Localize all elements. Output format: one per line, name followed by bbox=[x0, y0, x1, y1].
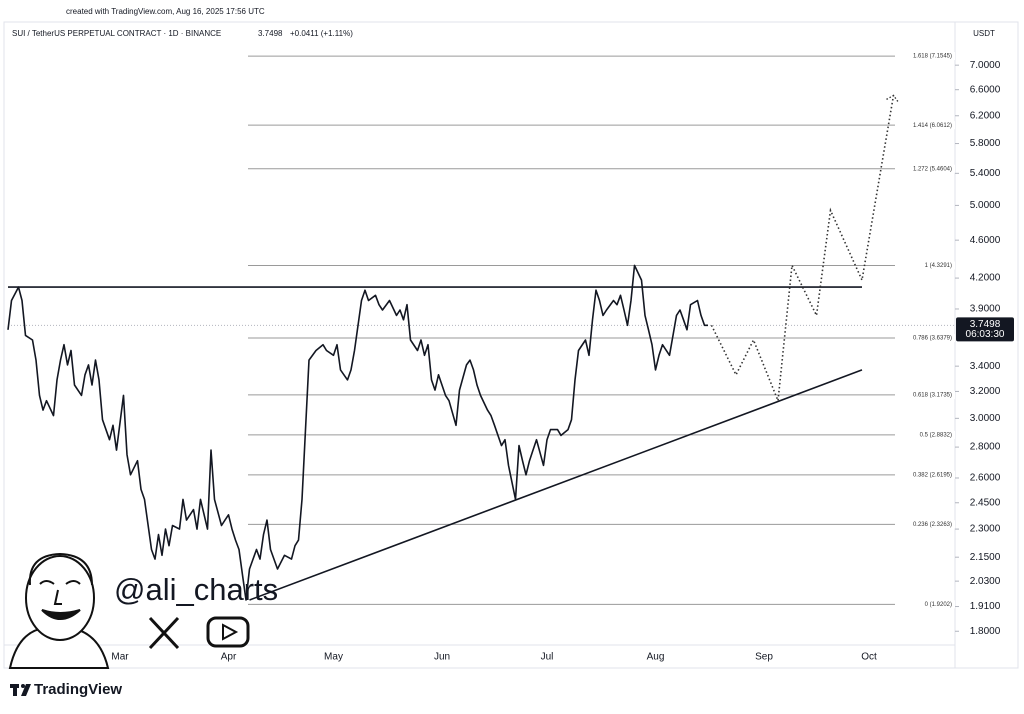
price-badge-countdown: 06:03:30 bbox=[966, 329, 1005, 340]
plot: 7.0000 6.6000 6.2000 5.8000 5.4000 5.0000 4.60… bbox=[7, 52, 1014, 663]
y-tick-label: 2.1500 bbox=[970, 552, 1001, 563]
x-tick-label: Jul bbox=[541, 652, 554, 663]
y-tick-label: 3.9000 bbox=[970, 304, 1001, 315]
y-tick-label: 4.6000 bbox=[970, 235, 1001, 246]
fib-label-bg bbox=[895, 520, 955, 529]
brand-logo bbox=[10, 684, 31, 696]
credit: created with TradingView.com, Aug 16, 20… bbox=[66, 7, 265, 16]
watermark-handle: @ali_charts bbox=[114, 572, 278, 607]
fib-label: 1.272 (5.4604) bbox=[913, 166, 952, 172]
y-tick-label: 1.8000 bbox=[970, 626, 1001, 637]
y-tick-label: 3.0000 bbox=[970, 413, 1001, 424]
fib-label-bg bbox=[895, 164, 955, 173]
projection-arrowhead bbox=[886, 94, 900, 103]
header-change: +0.0411 (+1.11%) bbox=[290, 29, 353, 38]
x-tick-label: May bbox=[324, 652, 343, 663]
fib-label: 0.236 (2.3263) bbox=[913, 522, 952, 528]
fib-label: 1.618 (7.1545) bbox=[913, 54, 952, 60]
x-tick-label: Sep bbox=[755, 652, 773, 663]
fib-label: 0.5 (2.8832) bbox=[920, 432, 952, 438]
projection-line bbox=[710, 95, 895, 401]
y-tick-label: 1.9100 bbox=[970, 601, 1001, 612]
currency: USDT bbox=[973, 29, 995, 38]
y-tick-label: 2.4500 bbox=[970, 497, 1001, 508]
trendline bbox=[249, 369, 863, 601]
y-tick-label: 3.2000 bbox=[970, 386, 1001, 397]
y-tick-label: 5.4000 bbox=[970, 168, 1001, 179]
fib-label-bg bbox=[895, 52, 955, 61]
x-icon bbox=[148, 616, 180, 650]
y-tick-label: 3.4000 bbox=[970, 361, 1001, 372]
fib-label-bg bbox=[895, 333, 955, 342]
price-badge bbox=[956, 317, 1014, 342]
y-tick-label: 7.0000 bbox=[970, 60, 1001, 71]
brand: TradingView bbox=[34, 681, 122, 698]
x-tick-label: Oct bbox=[861, 652, 877, 663]
fib-label-bg bbox=[895, 121, 955, 130]
y-tick-label: 2.6000 bbox=[970, 473, 1001, 484]
fib-label-bg bbox=[895, 430, 955, 439]
y-tick-label: 2.0300 bbox=[970, 576, 1001, 587]
fib-label: 0.786 (3.6379) bbox=[913, 336, 952, 342]
y-tick-label: 6.6000 bbox=[970, 84, 1001, 95]
header-price: 3.7498 bbox=[258, 29, 283, 38]
x-tick-label: Jun bbox=[434, 652, 450, 663]
fib-label-bg bbox=[895, 390, 955, 399]
chart-frame bbox=[3, 21, 1019, 669]
fib-label-bg bbox=[895, 600, 955, 609]
chart-title: SUI / TetherUS PERPETUAL CONTRACT · 1D ·… bbox=[12, 29, 221, 38]
price-badge-value: 3.7498 bbox=[970, 319, 1001, 330]
x-tick-label: Mar bbox=[111, 652, 129, 663]
fib-label: 1 (4.3291) bbox=[925, 263, 952, 269]
price-line bbox=[7, 264, 708, 601]
fib-label: 1.414 (6.0612) bbox=[913, 123, 952, 129]
x-tick-label: Apr bbox=[221, 652, 237, 663]
x-tick-label: Aug bbox=[647, 652, 665, 663]
y-tick-label: 5.0000 bbox=[970, 200, 1001, 211]
fib-label-bg bbox=[895, 470, 955, 479]
y-tick-label: 4.2000 bbox=[970, 273, 1001, 284]
fib-label: 0.618 (3.1735) bbox=[913, 392, 952, 398]
y-tick-label: 5.8000 bbox=[970, 138, 1001, 149]
y-tick-label: 2.3000 bbox=[970, 524, 1001, 535]
youtube-icon bbox=[206, 616, 250, 648]
fib-label-bg bbox=[895, 261, 955, 270]
fib-label: 0 (1.9202) bbox=[925, 602, 952, 608]
y-tick-label: 2.8000 bbox=[970, 442, 1001, 453]
fib-label: 0.382 (2.6195) bbox=[913, 472, 952, 478]
y-tick-label: 6.2000 bbox=[970, 110, 1001, 121]
avatar bbox=[8, 552, 110, 669]
